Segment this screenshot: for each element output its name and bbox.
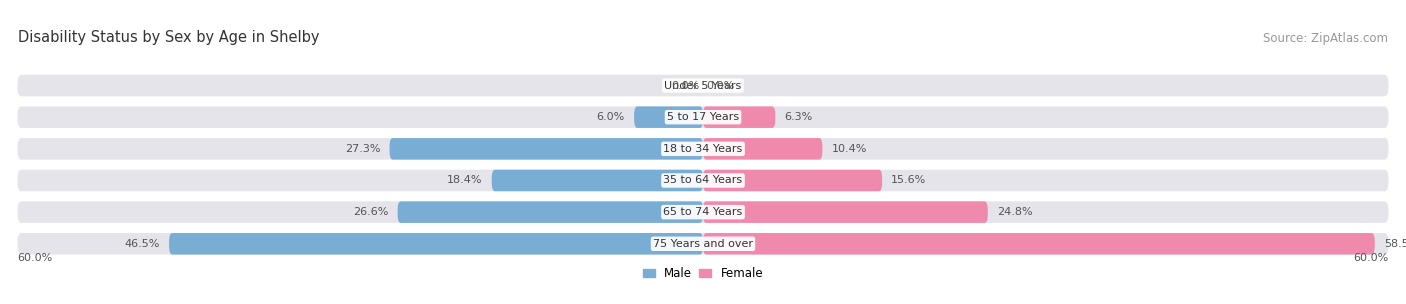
Text: Under 5 Years: Under 5 Years: [665, 81, 741, 91]
Text: 0.0%: 0.0%: [707, 81, 735, 91]
Text: 6.0%: 6.0%: [596, 112, 624, 122]
Text: 10.4%: 10.4%: [831, 144, 868, 154]
Text: 5 to 17 Years: 5 to 17 Years: [666, 112, 740, 122]
Text: 6.3%: 6.3%: [785, 112, 813, 122]
FancyBboxPatch shape: [703, 201, 988, 223]
FancyBboxPatch shape: [389, 138, 703, 160]
FancyBboxPatch shape: [703, 233, 1375, 254]
Text: 65 to 74 Years: 65 to 74 Years: [664, 207, 742, 217]
Text: 18 to 34 Years: 18 to 34 Years: [664, 144, 742, 154]
Text: 60.0%: 60.0%: [17, 254, 53, 263]
Text: 46.5%: 46.5%: [125, 239, 160, 249]
Text: 58.5%: 58.5%: [1384, 239, 1406, 249]
FancyBboxPatch shape: [17, 106, 1389, 128]
Text: 26.6%: 26.6%: [353, 207, 388, 217]
Text: 75 Years and over: 75 Years and over: [652, 239, 754, 249]
Text: Source: ZipAtlas.com: Source: ZipAtlas.com: [1264, 32, 1389, 45]
Text: Disability Status by Sex by Age in Shelby: Disability Status by Sex by Age in Shelb…: [17, 30, 319, 45]
Text: 15.6%: 15.6%: [891, 175, 927, 185]
Text: 27.3%: 27.3%: [344, 144, 381, 154]
Text: 60.0%: 60.0%: [1353, 254, 1389, 263]
Text: 0.0%: 0.0%: [671, 81, 699, 91]
FancyBboxPatch shape: [169, 233, 703, 254]
FancyBboxPatch shape: [634, 106, 703, 128]
FancyBboxPatch shape: [703, 138, 823, 160]
FancyBboxPatch shape: [17, 170, 1389, 191]
Text: 24.8%: 24.8%: [997, 207, 1032, 217]
FancyBboxPatch shape: [17, 75, 1389, 96]
Text: 18.4%: 18.4%: [447, 175, 482, 185]
FancyBboxPatch shape: [492, 170, 703, 191]
FancyBboxPatch shape: [17, 138, 1389, 160]
FancyBboxPatch shape: [17, 201, 1389, 223]
FancyBboxPatch shape: [703, 170, 882, 191]
FancyBboxPatch shape: [703, 106, 775, 128]
Legend: Male, Female: Male, Female: [643, 267, 763, 280]
Text: 35 to 64 Years: 35 to 64 Years: [664, 175, 742, 185]
FancyBboxPatch shape: [398, 201, 703, 223]
FancyBboxPatch shape: [17, 233, 1389, 254]
